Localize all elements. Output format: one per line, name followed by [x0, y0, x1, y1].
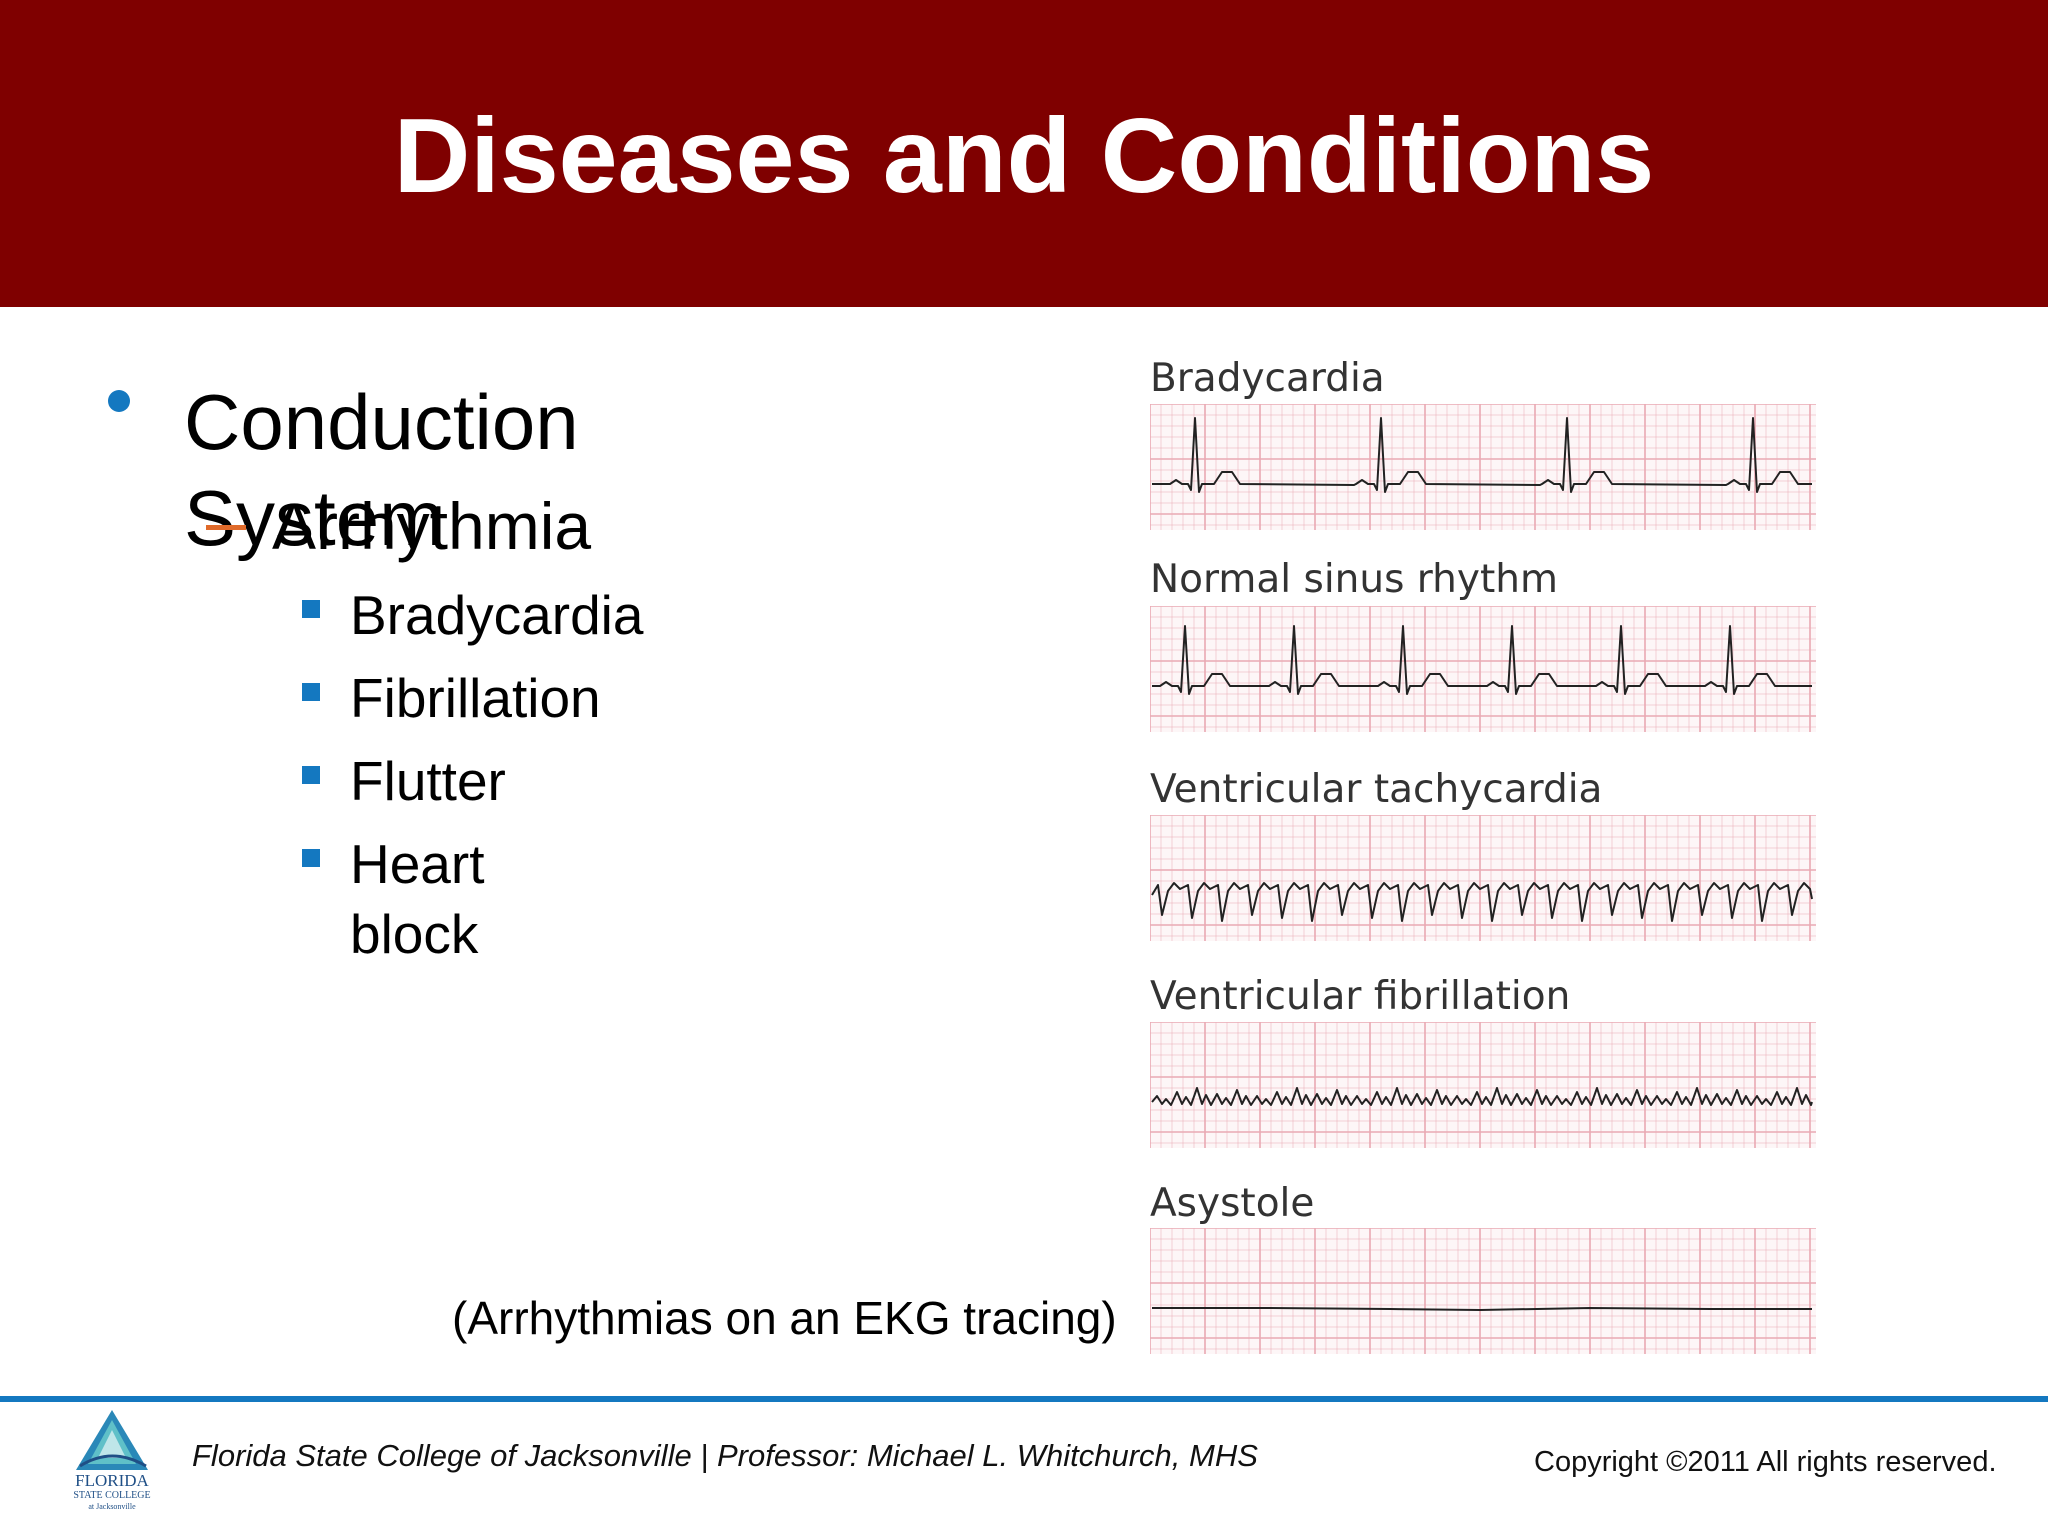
ekg-trace-vtach: [1151, 882, 1813, 922]
ekg-grid-background: [1150, 815, 1816, 941]
strip-label-bradycardia: Bradycardia: [1150, 356, 1385, 401]
bullet-flutter: Flutter: [350, 750, 506, 812]
figure-caption: (Arrhythmias on an EKG tracing): [452, 1292, 1117, 1344]
ekg-grid-background: [1150, 606, 1816, 732]
square-bullet-icon: [302, 600, 320, 618]
ekg-grid-background: [1150, 404, 1816, 530]
ekg-trace-asystole: [1152, 1307, 1812, 1311]
ekg-trace-vfib: [1151, 1087, 1813, 1106]
strip-label-asystole: Asystole: [1150, 1181, 1315, 1226]
ekg-strip-ventricular-tachycardia: [1150, 815, 1816, 941]
ekg-strip-ventricular-fibrillation: [1150, 1022, 1816, 1148]
bullet-dot-icon: [108, 390, 130, 412]
ekg-strip-asystole: [1150, 1228, 1816, 1354]
ekg-trace-bradycardia: [1152, 417, 1812, 493]
square-bullet-icon: [302, 766, 320, 784]
logo-name: FLORIDA: [75, 1471, 149, 1490]
ekg-grid-background: [1150, 1228, 1816, 1354]
dash-icon: [206, 525, 246, 530]
square-bullet-icon: [302, 683, 320, 701]
footer-divider: [0, 1396, 2048, 1402]
strip-label-ventricular-fibrillation: Ventricular fibrillation: [1150, 974, 1571, 1019]
bullet-fibrillation: Fibrillation: [350, 667, 601, 729]
footer-copyright: Copyright ©2011 All rights reserved.: [1534, 1446, 1997, 1478]
title-banner: Diseases and Conditions: [0, 0, 2048, 307]
footer-credit: Florida State College of Jacksonville | …: [192, 1438, 1258, 1473]
bullet-conduction-system: Conduction System: [184, 378, 579, 562]
square-bullet-icon: [302, 849, 320, 867]
strip-label-normal-sinus-rhythm: Normal sinus rhythm: [1150, 557, 1558, 602]
ekg-grid-background: [1150, 1022, 1816, 1148]
ekg-strip-bradycardia: [1150, 404, 1816, 530]
logo-subtitle: STATE COLLEGE: [73, 1490, 151, 1501]
bullet-bradycardia: Bradycardia: [350, 584, 644, 646]
college-logo-icon: [76, 1410, 148, 1470]
ekg-trace-normal: [1152, 625, 1812, 695]
logo-subtitle-location: at Jacksonville: [88, 1502, 136, 1511]
bullet-heart-block: Heart block: [350, 833, 485, 965]
ekg-strip-normal-sinus-rhythm: [1150, 606, 1816, 732]
bullet-arrhythmia: Arrhythmia: [272, 489, 592, 563]
slide-title: Diseases and Conditions: [393, 97, 1655, 215]
strip-label-ventricular-tachycardia: Ventricular tachycardia: [1150, 767, 1603, 812]
